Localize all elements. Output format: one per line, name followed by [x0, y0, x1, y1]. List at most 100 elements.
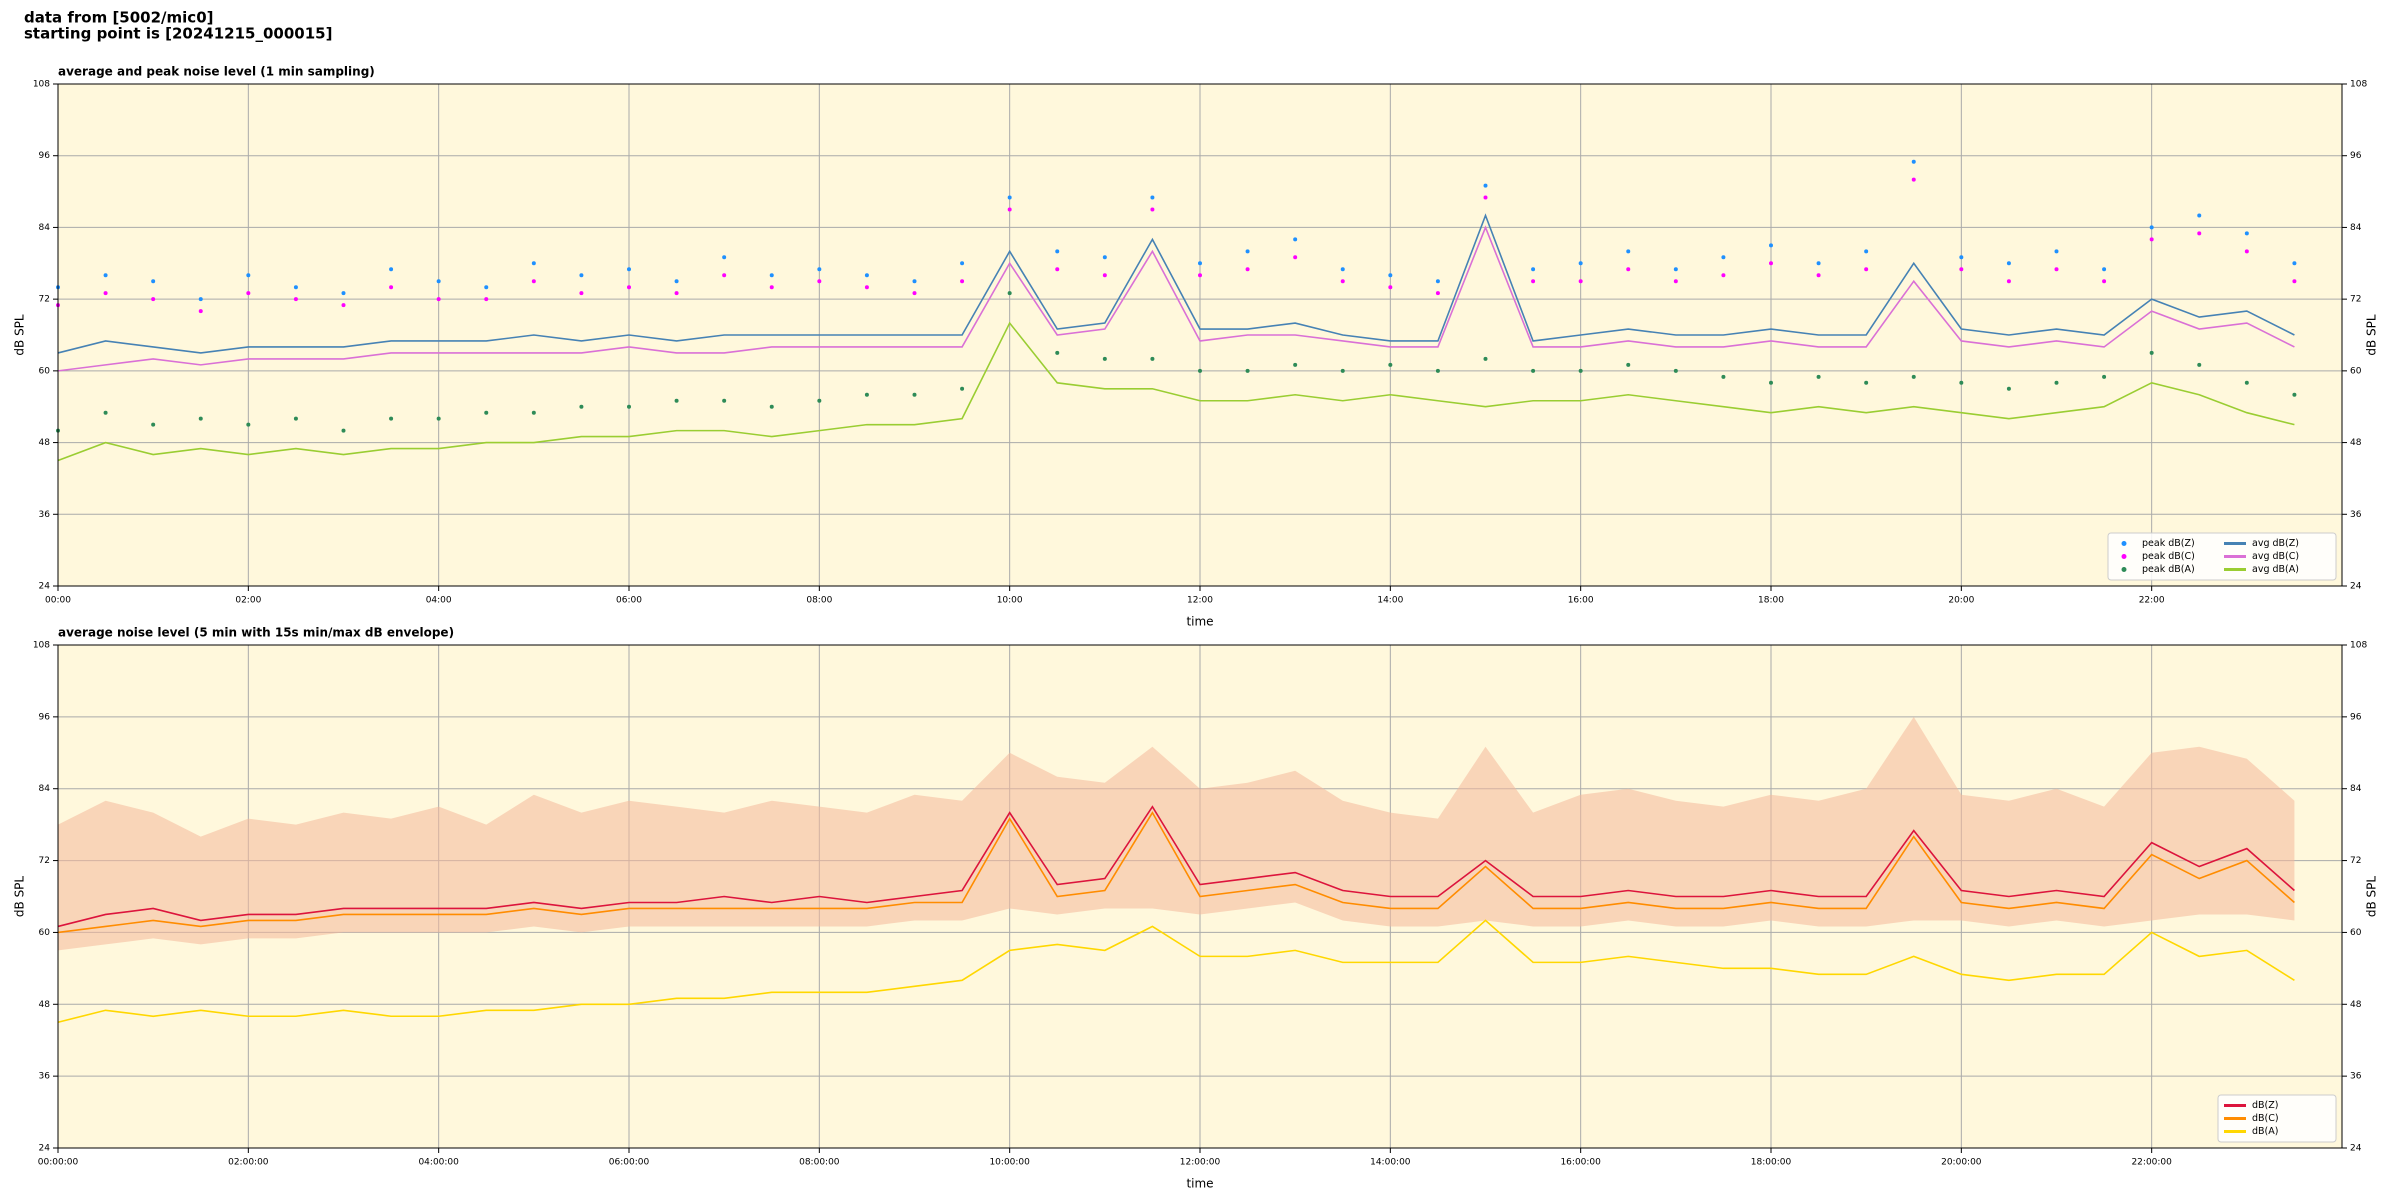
legend-box — [2107, 532, 2337, 581]
x-tick-label: 06:00:00 — [609, 1158, 650, 1168]
x-tick-label: 12:00:00 — [1180, 1158, 1221, 1168]
peak-point — [2054, 380, 2059, 385]
peak-point — [2054, 249, 2059, 254]
legend-marker — [2121, 554, 2127, 559]
legend-label: avg dB(Z) — [2252, 538, 2299, 549]
peak-point — [2149, 350, 2154, 355]
peak-point — [1721, 374, 1726, 379]
x-tick-label: 20:00 — [1948, 596, 1974, 606]
peak-point — [817, 279, 822, 284]
legend-label: avg dB(A) — [2252, 564, 2299, 575]
y-tick-label: 24 — [2350, 582, 2362, 592]
peak-point — [864, 273, 869, 278]
peak-point — [769, 404, 774, 409]
x-tick-label: 08:00:00 — [799, 1158, 840, 1168]
peak-point — [627, 285, 631, 290]
peak-point — [1340, 267, 1345, 272]
peak-point — [674, 291, 679, 296]
peak-point — [198, 297, 203, 302]
y-tick-label: 72 — [2350, 295, 2361, 305]
peak-point — [2102, 267, 2107, 272]
peak-point — [246, 291, 251, 296]
peak-point — [1198, 261, 1202, 266]
y-tick-label: 60 — [39, 366, 51, 376]
y-tick-label: 84 — [2350, 223, 2362, 233]
peak-point — [579, 291, 584, 296]
y-tick-label: 24 — [39, 1144, 51, 1154]
y-tick-label: 108 — [33, 80, 50, 90]
y-tick-label: 72 — [39, 295, 50, 305]
peak-point — [1388, 285, 1393, 290]
x-tick-label: 06:00 — [616, 596, 642, 606]
peak-point — [341, 428, 346, 433]
peak-point — [1245, 368, 1250, 373]
chart-title: average and peak noise level (1 min samp… — [58, 65, 375, 79]
peak-point — [1340, 368, 1345, 373]
y-tick-label: 24 — [39, 582, 51, 592]
y-tick-label: 108 — [2350, 641, 2367, 651]
x-tick-label: 18:00:00 — [1751, 1158, 1792, 1168]
peak-point — [1150, 195, 1155, 200]
peak-point — [198, 309, 203, 314]
y-tick-label: 60 — [2350, 928, 2362, 938]
peak-point — [341, 303, 346, 308]
peak-point — [722, 398, 727, 403]
peak-point — [817, 267, 822, 272]
series-line — [57, 213, 2295, 354]
peak-point — [1150, 356, 1155, 361]
plot-frame — [57, 83, 2343, 587]
peak-point — [198, 416, 203, 421]
peak-point — [1055, 350, 1060, 355]
peak-point — [1721, 255, 1726, 260]
peak-point — [864, 392, 869, 397]
peak-point — [1626, 362, 1631, 367]
peak-point — [1911, 177, 1916, 182]
peak-point — [246, 273, 251, 278]
series-line — [57, 225, 2295, 372]
peak-point — [1150, 207, 1155, 212]
x-tick-label: 00:00 — [45, 596, 71, 606]
peak-point — [1007, 291, 1012, 296]
peak-point — [2292, 392, 2297, 397]
y-tick-label: 96 — [39, 712, 51, 722]
peak-point — [293, 416, 298, 421]
peak-point — [1626, 249, 1631, 254]
y-tick-label: 60 — [39, 928, 51, 938]
peak-point — [1864, 267, 1869, 272]
y-tick-label: 72 — [2350, 856, 2361, 866]
peak-point — [2197, 213, 2202, 218]
x-tick-label: 08:00 — [806, 596, 832, 606]
peak-point — [103, 273, 108, 278]
y-tick-label: 72 — [39, 856, 50, 866]
y-tick-label: 84 — [39, 223, 51, 233]
y-axis-label: dB SPL — [13, 876, 27, 918]
peak-point — [1816, 273, 1821, 278]
x-tick-label: 14:00 — [1377, 596, 1403, 606]
y-tick-label: 96 — [2350, 151, 2362, 161]
header-line: starting point is [20241215_000015] — [24, 25, 332, 43]
peak-point — [531, 261, 536, 266]
envelope-area — [58, 716, 2295, 951]
y-tick-label: 96 — [39, 151, 51, 161]
peak-point — [293, 297, 298, 302]
peak-point — [1388, 362, 1393, 367]
peak-point — [531, 279, 536, 284]
series-line — [57, 919, 2295, 1024]
peak-point — [1959, 380, 1964, 385]
peak-point — [1340, 279, 1345, 284]
legend-label: dB(Z) — [2252, 1100, 2278, 1111]
peak-point — [103, 291, 108, 296]
y-tick-label: 84 — [2350, 784, 2362, 794]
x-tick-label: 22:00:00 — [2131, 1158, 2172, 1168]
peak-point — [579, 404, 584, 409]
legend-label: avg dB(C) — [2252, 551, 2299, 562]
peak-point — [1245, 249, 1250, 254]
peak-point — [1435, 279, 1440, 284]
peak-point — [627, 267, 631, 272]
peak-point — [912, 279, 917, 284]
y-tick-label: 108 — [2350, 80, 2367, 90]
peak-point — [1578, 279, 1583, 284]
x-tick-label: 12:00 — [1187, 596, 1213, 606]
peak-point — [769, 285, 774, 290]
legend-label: peak dB(A) — [2142, 564, 2195, 575]
